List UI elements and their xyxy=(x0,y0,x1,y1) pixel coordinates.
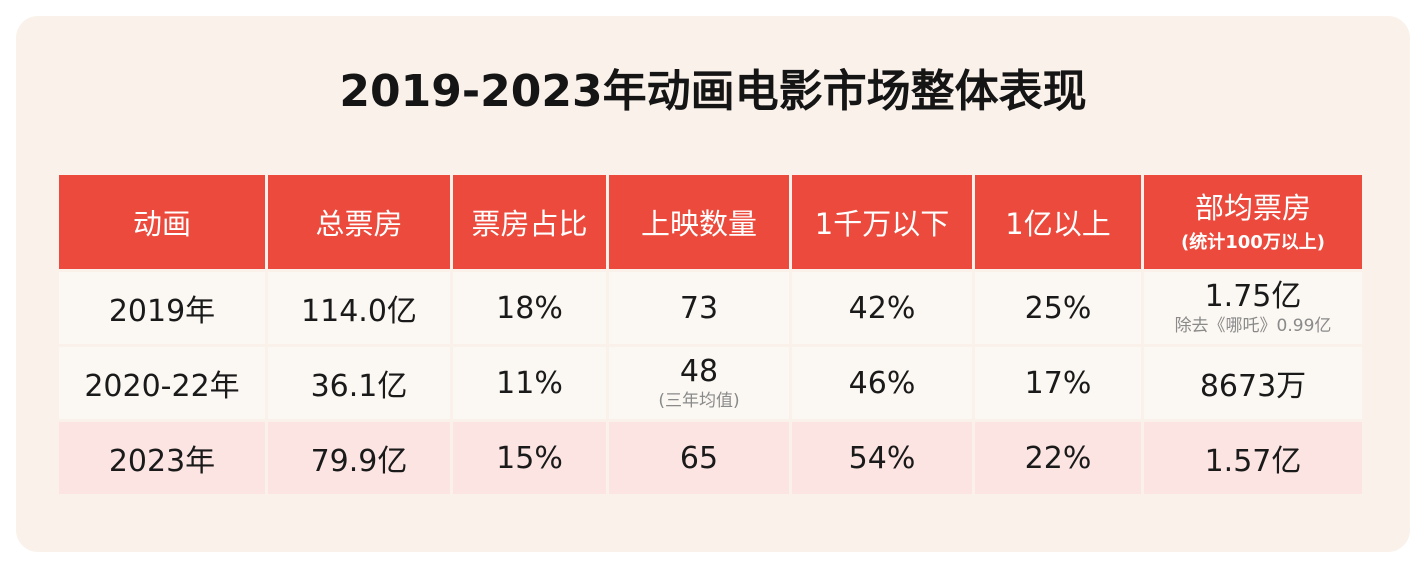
cell-releases: 73 xyxy=(609,272,789,344)
avg-box-office-note: 除去《哪吒》0.99亿 xyxy=(1174,316,1332,336)
cell-avg-box-office: 1.75亿 除去《哪吒》0.99亿 xyxy=(1144,272,1362,344)
cell-total-box-office: 36.1亿 xyxy=(268,347,450,419)
header-cell-releases: 上映数量 xyxy=(609,175,789,269)
cell-total-box-office: 114.0亿 xyxy=(268,272,450,344)
cell-over-100m: 22% xyxy=(975,422,1141,494)
cell-over-100m: 25% xyxy=(975,272,1141,344)
cell-under-10m: 42% xyxy=(792,272,972,344)
cell-under-10m: 46% xyxy=(792,347,972,419)
table-row: 2023年 79.9亿 15% 65 54% 22% 1.57亿 xyxy=(59,422,1362,494)
page-title: 2019-2023年动画电影市场整体表现 xyxy=(339,66,1087,117)
cell-year: 2019年 xyxy=(59,272,265,344)
cell-under-10m: 54% xyxy=(792,422,972,494)
avg-box-office-value: 1.75亿 xyxy=(1204,279,1302,314)
header-cell-share: 票房占比 xyxy=(453,175,606,269)
header-cell-over-100m: 1亿以上 xyxy=(975,175,1141,269)
header-cell-animation: 动画 xyxy=(59,175,265,269)
cell-year: 2020-22年 xyxy=(59,347,265,419)
header-cell-avg-box-office: 部均票房 (统计100万以上) xyxy=(1144,175,1362,269)
releases-value: 48 xyxy=(679,354,719,389)
cell-avg-box-office: 8673万 xyxy=(1144,347,1362,419)
header-cell-total-box-office: 总票房 xyxy=(268,175,450,269)
table-row: 2020-22年 36.1亿 11% 48 (三年均值) 46% 17% 867… xyxy=(59,347,1362,419)
cell-releases: 48 (三年均值) xyxy=(609,347,789,419)
cell-releases: 65 xyxy=(609,422,789,494)
cell-share: 18% xyxy=(453,272,606,344)
cell-share: 15% xyxy=(453,422,606,494)
cell-total-box-office: 79.9亿 xyxy=(268,422,450,494)
releases-note: (三年均值) xyxy=(658,391,740,411)
cell-share: 11% xyxy=(453,347,606,419)
data-table: 动画 总票房 票房占比 上映数量 1千万以下 1亿以上 部均票房 (统计100万… xyxy=(56,172,1365,497)
cell-over-100m: 17% xyxy=(975,347,1141,419)
cell-avg-box-office: 1.57亿 xyxy=(1144,422,1362,494)
header-avg-sub: (统计100万以上) xyxy=(1180,232,1326,253)
header-cell-under-10m: 1千万以下 xyxy=(792,175,972,269)
cell-year: 2023年 xyxy=(59,422,265,494)
header-avg-label: 部均票房 xyxy=(1194,191,1311,225)
header-row: 动画 总票房 票房占比 上映数量 1千万以下 1亿以上 部均票房 (统计100万… xyxy=(59,175,1362,269)
table-row: 2019年 114.0亿 18% 73 42% 25% 1.75亿 除去《哪吒》… xyxy=(59,272,1362,344)
